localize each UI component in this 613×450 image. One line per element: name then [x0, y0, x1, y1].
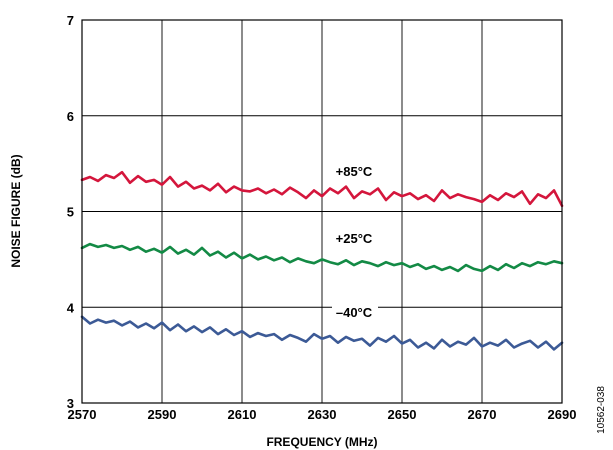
x-tick-label: 2570	[68, 407, 97, 422]
figure-id: 10562-038	[596, 386, 607, 434]
y-tick-label: 3	[67, 396, 74, 411]
y-tick-label: 4	[67, 300, 75, 315]
x-tick-label: 2690	[548, 407, 577, 422]
x-tick-label: 2670	[468, 407, 497, 422]
series-line-plus-85c	[80, 170, 564, 208]
x-axis-title: FREQUENCY (MHz)	[266, 435, 377, 449]
series-labels: +85°C +25°C –40°C	[332, 164, 378, 321]
y-tick-label: 5	[67, 205, 74, 220]
y-tick-label: 6	[67, 109, 74, 124]
series-label-plus-25c: +25°C	[336, 231, 373, 246]
series-label-minus-40c: –40°C	[336, 305, 373, 320]
series-line-minus-40c	[80, 315, 564, 351]
x-tick-label: 2650	[388, 407, 417, 422]
y-axis-tick-labels: 3 4 5 6 7	[67, 13, 75, 411]
x-tick-label: 2590	[148, 407, 177, 422]
series-lines	[80, 170, 564, 351]
series-label-backing	[332, 303, 378, 321]
y-axis-title: NOISE FIGURE (dB)	[9, 154, 23, 267]
plot-frame	[81, 19, 563, 404]
x-tick-label: 2610	[228, 407, 257, 422]
series-line-plus-25c	[80, 242, 564, 273]
grid-lines	[82, 20, 562, 403]
x-axis-tick-labels: 2570 2590 2610 2630 2650 2670 2690	[68, 407, 577, 422]
x-tick-label: 2630	[308, 407, 337, 422]
y-tick-label: 7	[67, 13, 74, 28]
series-label-plus-85c: +85°C	[336, 164, 373, 179]
